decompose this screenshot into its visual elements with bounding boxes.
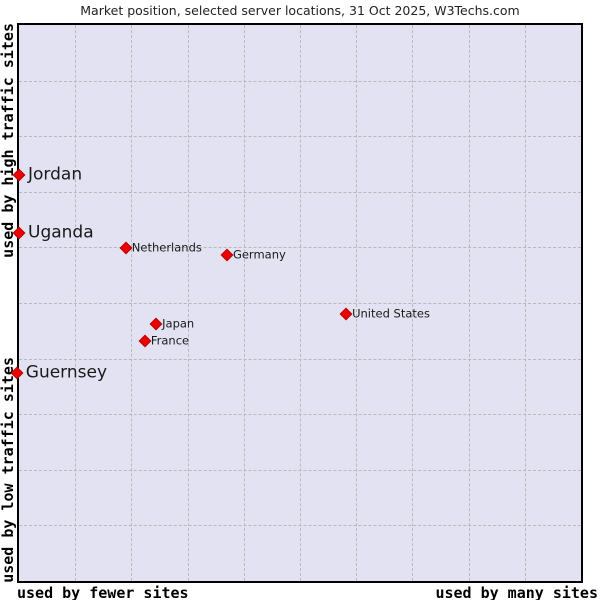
chart-title: Market position, selected server locatio…	[80, 3, 520, 18]
point-label: Japan	[162, 316, 195, 331]
y-axis-label-low-traffic: used by low traffic sites	[0, 357, 17, 583]
gridline-horizontal	[19, 303, 581, 304]
x-axis-label-fewer-sites: used by fewer sites	[17, 584, 189, 600]
y-axis-label-high-traffic: used by high traffic sites	[0, 23, 17, 258]
point-label: United States	[352, 306, 430, 321]
gridline-vertical	[356, 25, 358, 581]
plot-area: Jordan Uganda Netherlands Germany Japan Franc…	[10, 23, 583, 583]
point-label: Guernsey	[25, 362, 108, 383]
point-label: Uganda	[28, 222, 94, 243]
x-axis-label-many-sites: used by many sites	[435, 584, 598, 600]
gridline-horizontal	[19, 414, 581, 416]
point-label: Netherlands	[131, 240, 202, 255]
point-label: Jordan	[28, 164, 83, 185]
gridline-horizontal	[19, 525, 581, 527]
point-label: France	[150, 333, 190, 348]
gridline-vertical	[524, 25, 526, 581]
point-label: Germany	[232, 247, 286, 262]
gridline-vertical	[468, 25, 470, 581]
gridline-horizontal	[19, 358, 581, 360]
gridlines	[19, 25, 581, 581]
gridline-vertical	[412, 25, 414, 581]
gridline-horizontal	[19, 469, 581, 471]
